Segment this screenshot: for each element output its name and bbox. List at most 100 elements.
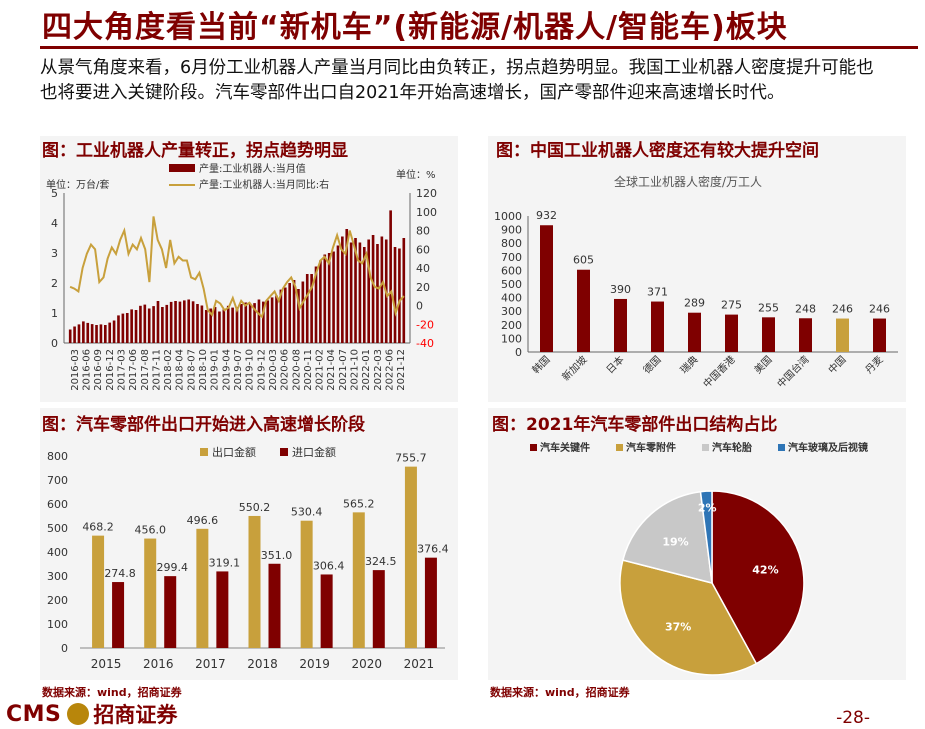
pie-slice	[699, 490, 713, 584]
import-bar	[216, 571, 229, 648]
output-bar	[235, 307, 239, 343]
y-tick: 200	[501, 319, 522, 332]
import-bar	[320, 574, 333, 648]
y-tick: 1000	[494, 210, 522, 223]
y-tick: 200	[47, 594, 68, 607]
export-value-label: 456.0	[134, 524, 166, 537]
legend-swatch-import	[280, 448, 288, 456]
x-tick: 中国台湾	[774, 353, 811, 390]
output-bar	[248, 304, 252, 343]
output-bar	[240, 304, 243, 343]
y-right-tick: -40	[416, 337, 434, 350]
legend-swatch-output	[169, 164, 195, 172]
y-left-tick: 0	[51, 337, 58, 350]
x-tick: 2020-06	[280, 349, 291, 391]
page-number: -28-	[836, 708, 870, 728]
output-bar	[393, 247, 397, 343]
legend-label: 汽车零附件	[626, 441, 676, 454]
x-tick: 2018-02	[163, 349, 174, 391]
x-tick: 新加坡	[559, 353, 589, 383]
x-tick: 2020-03	[268, 349, 279, 391]
y-tick: 400	[501, 292, 522, 305]
output-bar	[341, 236, 344, 343]
x-tick: 韩国	[529, 353, 552, 376]
output-bar	[226, 305, 230, 343]
legend-label: 汽车玻璃及后视镜	[788, 441, 868, 454]
yoy-line	[69, 216, 405, 319]
output-bar	[345, 229, 349, 343]
density-value-label: 371	[647, 286, 668, 299]
import-bar	[424, 557, 437, 648]
cms-logo: CMS 招商证券	[6, 700, 177, 728]
density-value-label: 246	[869, 303, 890, 316]
y-right-tick: 120	[416, 187, 437, 200]
y-tick: 100	[47, 618, 68, 631]
output-bar	[314, 266, 318, 343]
output-bar	[183, 300, 186, 343]
robot-output-panel-title: 图：工业机器人产量转正，拐点趋势明显	[42, 141, 348, 161]
pie-slice	[619, 559, 758, 676]
y-left-tick: 2	[51, 277, 58, 290]
output-bar	[191, 301, 195, 343]
y-right-tick: 0	[416, 300, 423, 313]
x-tick: 2018-04	[175, 349, 186, 391]
density-bar	[799, 318, 812, 352]
output-bar	[77, 324, 81, 343]
export-value-label: 550.2	[239, 501, 271, 514]
output-bar	[121, 313, 125, 343]
x-tick: 丹麦	[863, 354, 886, 377]
x-tick: 2019-10	[245, 349, 256, 391]
output-bar	[213, 307, 217, 343]
output-bar	[117, 315, 120, 343]
y-tick: 100	[501, 332, 522, 345]
import-value-label: 299.4	[156, 561, 188, 574]
legend-swatch	[616, 444, 623, 451]
output-bar	[367, 239, 371, 343]
y-tick: 600	[47, 498, 68, 511]
output-bar	[103, 325, 107, 343]
density-bar	[540, 225, 553, 352]
export-bar	[300, 520, 313, 648]
robot-density-panel-title: 图：中国工业机器人密度还有较大提升空间	[496, 141, 819, 161]
density-value-label: 248	[795, 302, 816, 315]
unit-right: 单位：%	[396, 168, 436, 181]
y-tick: 700	[501, 251, 522, 264]
output-bar	[139, 305, 142, 343]
x-tick: 2021-07	[338, 349, 349, 391]
output-bar	[125, 313, 129, 343]
density-bar	[836, 318, 849, 352]
export-value-label: 530.4	[291, 506, 323, 519]
output-bar	[275, 295, 278, 343]
output-bar	[371, 235, 375, 343]
chart-inner-title: 全球工业机器人密度/万工人	[614, 174, 762, 189]
x-tick: 中国香港	[700, 353, 737, 390]
x-tick: 德国	[640, 353, 663, 376]
pie-value-label: 2%	[698, 502, 717, 515]
y-tick: 300	[501, 305, 522, 318]
density-bar	[651, 301, 664, 352]
output-bar	[174, 301, 177, 343]
output-bar	[253, 303, 256, 343]
title-divider	[40, 46, 918, 49]
output-bar	[187, 299, 191, 343]
output-bar	[380, 236, 384, 343]
pie-value-label: 37%	[665, 621, 691, 634]
import-bar	[112, 582, 125, 648]
x-tick: 2020	[352, 657, 383, 671]
x-tick: 2019-01	[210, 349, 221, 391]
x-tick: 2017-06	[128, 349, 139, 391]
legend-swatch	[702, 444, 709, 451]
y-tick: 300	[47, 570, 68, 583]
export-value-label: 496.6	[187, 514, 219, 527]
output-bar	[336, 245, 340, 343]
x-tick: 2021	[404, 657, 435, 671]
density-value-label: 289	[684, 297, 705, 310]
logo-cms-text: CMS	[6, 701, 62, 727]
pie-slice	[711, 490, 805, 665]
x-tick: 2022-01	[361, 349, 372, 391]
x-tick: 2016	[143, 657, 174, 671]
import-value-label: 351.0	[261, 549, 293, 562]
output-bar	[86, 322, 90, 343]
export-bar	[144, 538, 157, 648]
